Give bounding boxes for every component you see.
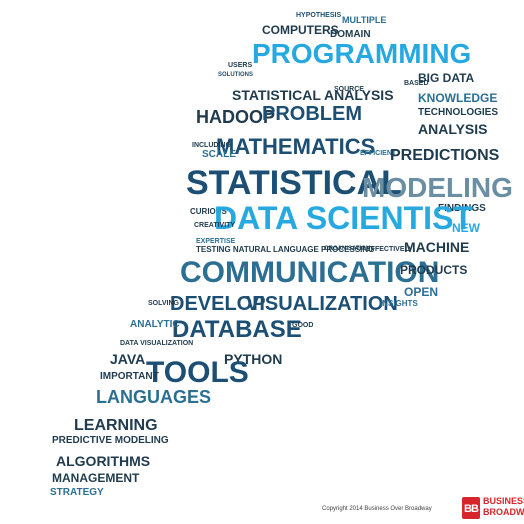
cloud-word: EXPERTISE	[196, 238, 236, 245]
cloud-word: DOMAIN	[330, 29, 371, 40]
cloud-word: LANGUAGES	[96, 387, 212, 407]
cloud-word: INSIGHTS	[380, 299, 418, 308]
cloud-word: DATA VISUALIZATION	[120, 340, 194, 347]
cloud-word: OPEN	[404, 285, 439, 299]
cloud-word: BIG DATA	[418, 71, 475, 85]
cloud-word: IMPORTANT	[100, 371, 159, 382]
cloud-word: DATA SCIENTIST	[214, 200, 473, 236]
cloud-word: PREDICTIONS	[390, 147, 500, 164]
cloud-word: SOLUTIONS	[218, 72, 254, 78]
cloud-word: ANALYTIC	[130, 319, 180, 330]
cloud-word: MULTIPLE	[342, 15, 387, 25]
cloud-word: PRODUCTS	[400, 263, 468, 277]
cloud-word: SCALE	[202, 149, 236, 160]
cloud-word: BASED	[404, 80, 429, 87]
cloud-word: ANALYSIS	[418, 121, 488, 137]
cloud-word: CREATIVITY	[194, 222, 236, 229]
cloud-word: MACHINE	[404, 239, 470, 255]
cloud-word: PROGRAMMING	[252, 38, 472, 69]
business-broadway-logo: BB BUSINESS BROADWAY	[462, 495, 524, 521]
cloud-word: JAVA	[110, 351, 146, 367]
cloud-word: STATISTICAL	[186, 164, 402, 202]
cloud-word: TESTING NATURAL LANGUAGE PROCESSING	[196, 245, 375, 254]
cloud-word: FINDINGS	[438, 203, 486, 214]
cloud-word: EFFICIENT	[360, 150, 397, 157]
cloud-word: ALGORITHMS	[56, 453, 151, 469]
cloud-word: HADOOP	[196, 107, 276, 127]
cloud-word: COMMUNICATION	[180, 256, 440, 289]
cloud-word: MANAGEMENT	[52, 471, 140, 485]
cloud-word: KNOWLEDGE	[418, 91, 498, 105]
logo-line-2: BROADWAY	[483, 507, 524, 517]
cloud-word: STRATEGY	[50, 487, 104, 498]
cloud-word: GOOD	[292, 322, 314, 329]
cloud-word: DATABASE	[172, 316, 302, 343]
cloud-word: LEARNING	[74, 417, 158, 434]
cloud-word: STATISTICAL ANALYSIS	[232, 87, 394, 103]
logo-line-1: BUSINESS	[483, 496, 524, 506]
cloud-word: COMPUTERS	[262, 23, 339, 37]
logo-mark-text: BB	[464, 503, 479, 515]
cloud-word: VISUALIZATION	[246, 293, 398, 315]
cloud-word: EFFECTIVELY	[366, 246, 413, 253]
cloud-word: NEW	[452, 221, 480, 235]
cloud-word: SOURCE	[334, 86, 364, 93]
cloud-word: TECHNOLOGIES	[418, 107, 499, 118]
cloud-word: MATHEMATICS	[216, 134, 376, 159]
cloud-word: PYTHON	[224, 351, 283, 367]
cloud-word: USERS	[228, 62, 253, 69]
cloud-word: ORGANISATION	[324, 246, 371, 252]
cloud-word: HYPOTHESIS	[296, 12, 342, 19]
logo-mark-box: BB	[462, 497, 480, 519]
cloud-word: DEVELOP	[170, 293, 266, 315]
cloud-word: PROBLEM	[262, 103, 362, 125]
cloud-word: PREDICTIVE MODELING	[52, 435, 169, 446]
cloud-word: SOLVING	[148, 300, 179, 307]
cloud-word: CURIOUS	[190, 207, 227, 216]
copyright-text: Copyright 2014 Business Over Broadway	[322, 506, 432, 512]
cloud-word: MODELING	[362, 172, 513, 203]
cloud-word: INCLUDING	[192, 142, 231, 149]
cloud-word: TOOLS	[146, 356, 249, 389]
